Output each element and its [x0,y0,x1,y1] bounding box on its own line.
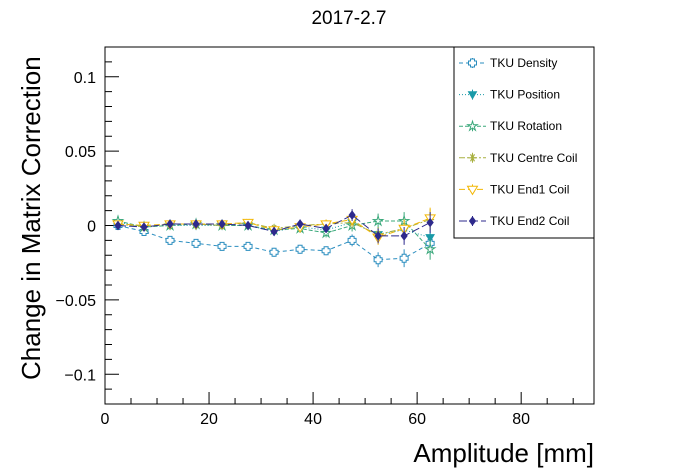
data-point [399,253,409,263]
series-6 [114,209,434,245]
data-point [270,226,278,237]
data-point [217,241,227,251]
legend-item: TKU Density [459,56,557,70]
data-point [243,241,253,251]
legend-item: TKU End2 Coil [459,214,569,228]
data-point [321,246,331,256]
x-tick-label: 0 [101,411,110,428]
data-point [374,231,382,241]
data-point [466,119,479,132]
legend-item: TKU Centre Coil [459,151,577,165]
data-point [165,235,175,245]
data-point [425,234,436,243]
legend-label: TKU End2 Coil [490,214,569,228]
y-tick-label: 0.05 [65,144,96,161]
data-point [373,255,383,265]
data-point [468,154,477,162]
data-point [371,214,385,227]
chart-title: 2017-2.7 [311,8,386,29]
y-tick-label: 0.1 [74,70,96,87]
data-point [400,231,408,241]
legend: TKU Density TKU Position TKU Rotation TKU C… [453,46,595,239]
legend-label: TKU Centre Coil [490,151,577,165]
legend-label: TKU Position [490,88,560,102]
legend-label: TKU Density [490,56,557,70]
data-point [347,235,357,245]
data-point [322,223,330,234]
series-layer [111,207,437,268]
data-point [423,242,437,255]
legend-item: TKU Position [459,88,560,102]
data-point [426,217,434,228]
data-point [466,185,479,196]
data-point [468,216,477,226]
data-point [296,219,304,229]
data-point [218,219,226,229]
legend-box [453,46,595,239]
data-point [114,220,122,231]
legend-label: TKU End1 Coil [490,182,569,196]
legend-item: TKU End1 Coil [459,182,569,196]
data-point [269,247,279,257]
data-point [295,244,305,254]
data-point [192,219,200,229]
data-point [166,219,174,229]
x-tick-label: 40 [304,411,322,428]
legend-item: TKU Rotation [459,119,562,133]
x-axis-title: Amplitude [mm] [413,438,594,468]
y-tick-label: −0.1 [64,367,96,384]
data-point [244,220,252,231]
x-tick-label: 20 [200,411,218,428]
x-tick-label: 60 [408,411,426,428]
legend-label: TKU Rotation [490,119,562,133]
data-point [140,222,148,232]
y-axis-title: Change in Matrix Correction [16,56,46,380]
data-point [468,58,477,68]
x-tick-label: 80 [512,411,530,428]
y-tick-label: −0.05 [56,293,97,310]
data-point [191,238,201,248]
axes: 0 20 40 60 80 −0.1 −0.05 0 0.05 0.1 [56,61,574,428]
y-tick-label: 0 [87,219,96,236]
data-point [467,91,478,100]
data-point [348,210,356,220]
